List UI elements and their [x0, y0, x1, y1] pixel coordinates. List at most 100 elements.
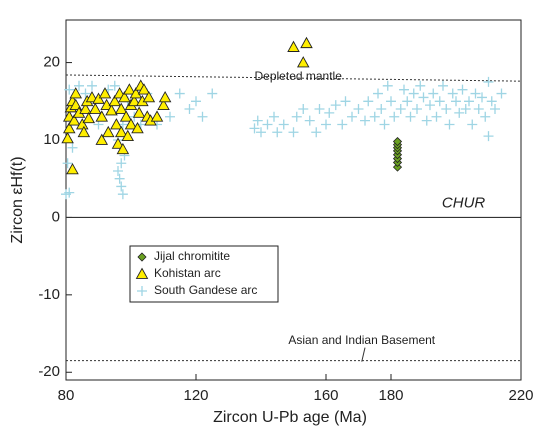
data-point	[288, 127, 299, 138]
data-point	[98, 87, 112, 99]
data-point	[486, 96, 497, 107]
x-tick-label: 160	[313, 387, 338, 404]
annotation-pointer	[361, 347, 366, 362]
data-point	[207, 88, 218, 99]
data-point	[324, 107, 335, 118]
legend-marker	[135, 267, 149, 279]
data-point	[69, 87, 83, 99]
data-point	[123, 83, 136, 95]
data-point	[174, 88, 185, 99]
data-point	[369, 111, 380, 122]
data-point	[117, 189, 128, 200]
data-point	[496, 88, 507, 99]
data-point	[418, 92, 429, 103]
data-point	[386, 96, 396, 107]
data-point	[405, 111, 416, 122]
data-point	[460, 104, 471, 115]
data-point	[415, 80, 426, 91]
data-point	[165, 111, 175, 122]
data-point	[340, 96, 351, 107]
data-point	[113, 165, 123, 176]
data-point	[114, 125, 128, 138]
data-point	[412, 104, 422, 115]
data-point	[477, 92, 487, 103]
data-point	[457, 84, 468, 95]
x-tick-label: 120	[183, 387, 208, 404]
data-point	[184, 104, 195, 115]
data-point	[408, 88, 419, 99]
legend-label: Jijal chromitite	[154, 249, 230, 263]
y-axis-label: Zircon εHf(t)	[9, 156, 26, 243]
data-point	[431, 111, 442, 122]
data-point	[131, 121, 144, 134]
data-point	[69, 98, 83, 111]
data-point	[311, 127, 322, 138]
data-point	[287, 40, 300, 52]
data-point	[67, 114, 81, 126]
data-point	[62, 158, 73, 169]
data-point	[300, 36, 313, 49]
legend: Jijal chromitite Kohistan arc South Gandes…	[129, 245, 279, 303]
data-point	[480, 111, 491, 122]
data-point	[428, 88, 439, 99]
data-point	[447, 88, 458, 99]
data-point	[483, 131, 494, 142]
data-point	[74, 80, 84, 91]
data-point	[402, 96, 413, 107]
data-point	[197, 111, 208, 122]
data-point	[421, 115, 432, 126]
data-point	[298, 104, 309, 115]
data-point	[87, 80, 97, 91]
data-point	[464, 96, 474, 107]
y-tick-label: 20	[43, 54, 60, 71]
data-point	[473, 104, 484, 115]
data-point	[82, 111, 96, 124]
data-point	[438, 80, 448, 91]
data-point	[363, 96, 374, 107]
data-point	[124, 118, 138, 130]
plot-frame	[65, 19, 522, 381]
data-point	[249, 123, 260, 134]
data-point	[483, 76, 494, 87]
legend-marker	[137, 286, 147, 296]
data-point	[67, 142, 78, 153]
x-tick-label: 80	[58, 387, 75, 404]
data-point	[389, 111, 400, 122]
x-tick-label: 180	[378, 387, 403, 404]
data-point	[337, 119, 348, 130]
data-point	[278, 119, 289, 130]
data-point	[321, 119, 331, 130]
data-point	[61, 132, 74, 144]
data-point	[64, 84, 75, 95]
data-point	[132, 106, 146, 118]
data-point	[256, 127, 266, 138]
data-point	[395, 104, 406, 115]
annotation: Depleted mantle	[255, 69, 343, 83]
data-point	[142, 90, 156, 103]
data-point	[95, 133, 109, 145]
data-point	[79, 102, 92, 114]
data-point	[441, 104, 452, 115]
data-point	[64, 187, 75, 198]
data-point	[291, 111, 302, 122]
data-point	[119, 110, 133, 122]
data-point	[77, 125, 91, 138]
data-point	[66, 162, 79, 175]
data-point	[127, 94, 141, 107]
data-point	[114, 102, 128, 114]
data-point	[252, 115, 263, 126]
y-tick-label: 0	[52, 208, 60, 225]
data-point	[157, 98, 170, 111]
data-point	[110, 118, 123, 130]
x-axis-label: Zircon U-Pb age (Ma)	[213, 409, 367, 426]
legend-label: South Gandese arc	[154, 283, 257, 297]
data-point	[121, 129, 135, 141]
data-point	[304, 115, 315, 126]
data-point	[88, 102, 102, 114]
annotation: Asian and Indian Basement	[288, 333, 435, 347]
data-point	[95, 110, 109, 122]
data-point	[434, 96, 445, 107]
data-point	[262, 119, 273, 130]
data-point	[392, 136, 403, 147]
